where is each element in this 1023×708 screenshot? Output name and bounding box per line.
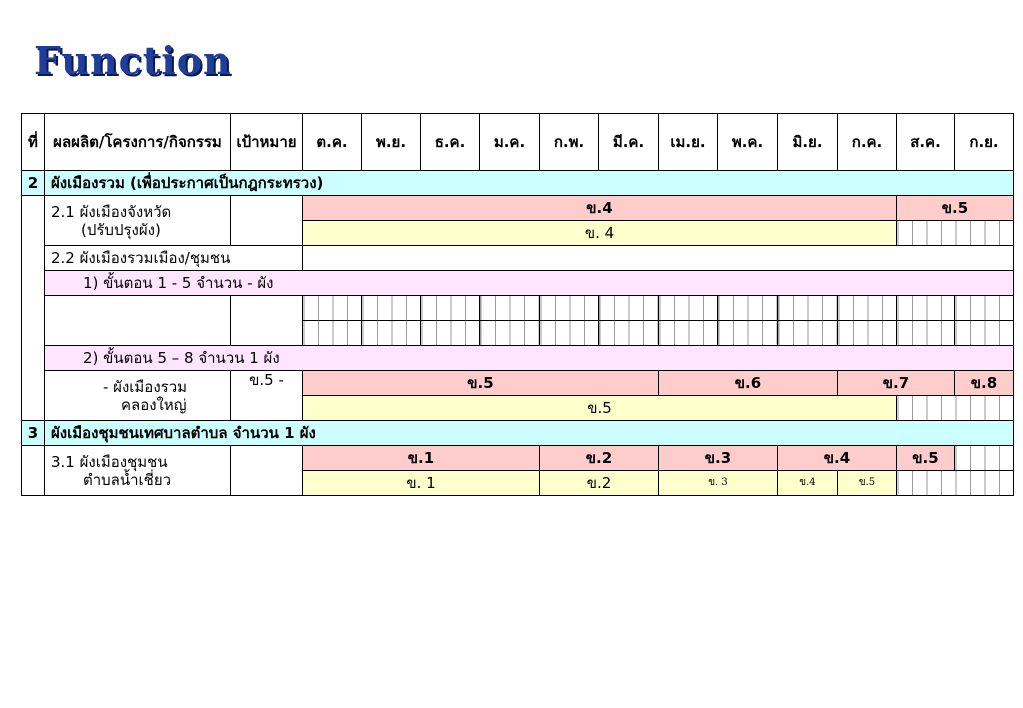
week-grid bbox=[777, 295, 838, 321]
section-no: 2 bbox=[21, 170, 45, 196]
actual-bar: ข. 4 bbox=[302, 220, 897, 246]
actual-row: ข. 4 bbox=[22, 220, 1014, 246]
plan-bar: ข.5 bbox=[896, 195, 1014, 221]
plan-bar: ข.6 bbox=[658, 370, 838, 396]
plan-bar: ข.1 bbox=[302, 445, 540, 471]
week-grid bbox=[717, 295, 778, 321]
item-row: 2.2 ผังเมืองรวมเมือง/ชุมชน bbox=[22, 245, 1014, 271]
plan-bar: ข.2 bbox=[539, 445, 659, 471]
page-title: Function bbox=[34, 38, 232, 83]
plan-bar: ข.7 bbox=[837, 370, 955, 396]
week-grid bbox=[777, 320, 838, 346]
week-grid bbox=[539, 320, 599, 346]
actual-row: ข. 1 ข.2 ข. 3 ข.4 ข.5 bbox=[22, 470, 1014, 496]
week-grid bbox=[896, 395, 1014, 421]
plan-bar: ข.3 bbox=[658, 445, 778, 471]
target-cell: ข.5 - bbox=[230, 370, 303, 421]
blank-cell bbox=[302, 245, 1014, 271]
week-grid bbox=[658, 320, 718, 346]
header-no: ที่ bbox=[21, 113, 45, 171]
actual-bar: ข.2 bbox=[539, 470, 659, 496]
week-grid bbox=[420, 320, 480, 346]
week-grid bbox=[837, 320, 897, 346]
week-grid bbox=[479, 295, 540, 321]
header-row: ที่ ผลผลิต/โครงการ/กิจกรรม เป้าหมาย ต.ค.… bbox=[21, 113, 1014, 171]
week-grid bbox=[302, 320, 362, 346]
item-label: - ผังเมืองรวม คลองใหญ่ bbox=[44, 370, 231, 421]
target-cell bbox=[230, 295, 303, 346]
section-no: 3 bbox=[21, 420, 45, 446]
week-grid bbox=[896, 295, 955, 321]
week-grid bbox=[479, 320, 540, 346]
item-label: 3.1 ผังเมืองชุมชน ตำบลน้ำเชี่ยว bbox=[44, 445, 231, 496]
actual-bar: ข.4 bbox=[777, 470, 838, 496]
header-target: เป้าหมาย bbox=[230, 113, 303, 171]
week-grid bbox=[954, 445, 1014, 471]
blank-cell bbox=[44, 295, 231, 346]
schedule-table: ที่ ผลผลิต/โครงการ/กิจกรรม เป้าหมาย ต.ค.… bbox=[21, 113, 1014, 496]
week-grid bbox=[420, 295, 480, 321]
header-month: มี.ค. bbox=[598, 113, 659, 171]
plan-row: 3.1 ผังเมืองชุมชน ตำบลน้ำเชี่ยว ข.1 ข.2 … bbox=[21, 445, 1014, 496]
item-label: 2.2 ผังเมืองรวมเมือง/ชุมชน bbox=[44, 245, 303, 271]
step-label: 2) ขั้นตอน 5 – 8 จำนวน 1 ผัง bbox=[44, 345, 1014, 371]
step-row: 1) ขั้นตอน 1 - 5 จำนวน - ผัง bbox=[21, 270, 1014, 296]
header-month: ธ.ค. bbox=[420, 113, 480, 171]
header-month: ต.ค. bbox=[302, 113, 362, 171]
header-month: มิ.ย. bbox=[777, 113, 838, 171]
header-month: เม.ย. bbox=[658, 113, 718, 171]
week-grid bbox=[896, 320, 955, 346]
plan-bar: ข.5 bbox=[896, 445, 955, 471]
plan-bar: ข.4 bbox=[302, 195, 897, 221]
header-month: ก.ค. bbox=[837, 113, 897, 171]
plan-bar: ข.5 bbox=[302, 370, 659, 396]
header-month: ก.ย. bbox=[954, 113, 1014, 171]
actual-bar: ข.5 bbox=[302, 395, 897, 421]
plan-bar: ข.4 bbox=[777, 445, 897, 471]
week-grid bbox=[717, 320, 778, 346]
week-grid bbox=[598, 295, 659, 321]
blank-no-cell bbox=[21, 195, 45, 421]
week-grid bbox=[598, 320, 659, 346]
header-month: ม.ค. bbox=[479, 113, 540, 171]
actual-bar: ข. 3 bbox=[658, 470, 778, 496]
week-grid bbox=[954, 295, 1014, 321]
step-row: 2) ขั้นตอน 5 – 8 จำนวน 1 ผัง bbox=[21, 345, 1014, 371]
section-title: ผังเมืองรวม (เพื่อประกาศเป็นกฎกระทรวง) bbox=[44, 170, 1014, 196]
plan-bar: ข.8 bbox=[954, 370, 1014, 396]
week-grid bbox=[361, 320, 421, 346]
target-cell bbox=[230, 445, 303, 496]
week-grid bbox=[361, 295, 421, 321]
week-grid bbox=[954, 320, 1014, 346]
actual-bar: ข. 1 bbox=[302, 470, 540, 496]
plan-row: - ผังเมืองรวม คลองใหญ่ ข.5 - ข.5 ข.6 ข.7… bbox=[22, 370, 1014, 421]
header-month: พ.ค. bbox=[717, 113, 778, 171]
week-grid bbox=[837, 295, 897, 321]
actual-bar: ข.5 bbox=[837, 470, 897, 496]
step-label: 1) ขั้นตอน 1 - 5 จำนวน - ผัง bbox=[44, 270, 1014, 296]
section-row: 2 ผังเมืองรวม (เพื่อประกาศเป็นกฎกระทรวง) bbox=[21, 170, 1014, 196]
week-grid bbox=[896, 470, 1014, 496]
blank-no-cell bbox=[21, 445, 45, 496]
week-grid bbox=[302, 295, 362, 321]
week-grid bbox=[896, 220, 1014, 246]
target-cell bbox=[230, 195, 303, 246]
header-month: ก.พ. bbox=[539, 113, 599, 171]
header-product: ผลผลิต/โครงการ/กิจกรรม bbox=[44, 113, 231, 171]
grid-row bbox=[22, 295, 1014, 346]
item-label: 2.1 ผังเมืองจังหวัด (ปรับปรุงผัง) bbox=[44, 195, 231, 246]
section-row: 3 ผังเมืองชุมชนเทศบาลตำบล จำนวน 1 ผัง bbox=[21, 420, 1014, 446]
plan-row: 2.1 ผังเมืองจังหวัด (ปรับปรุงผัง) ข.4 ข.… bbox=[21, 195, 1014, 421]
header-month: พ.ย. bbox=[361, 113, 421, 171]
section-title: ผังเมืองชุมชนเทศบาลตำบล จำนวน 1 ผัง bbox=[44, 420, 1014, 446]
header-month: ส.ค. bbox=[896, 113, 955, 171]
grid-row bbox=[22, 320, 1014, 346]
week-grid bbox=[658, 295, 718, 321]
week-grid bbox=[539, 295, 599, 321]
